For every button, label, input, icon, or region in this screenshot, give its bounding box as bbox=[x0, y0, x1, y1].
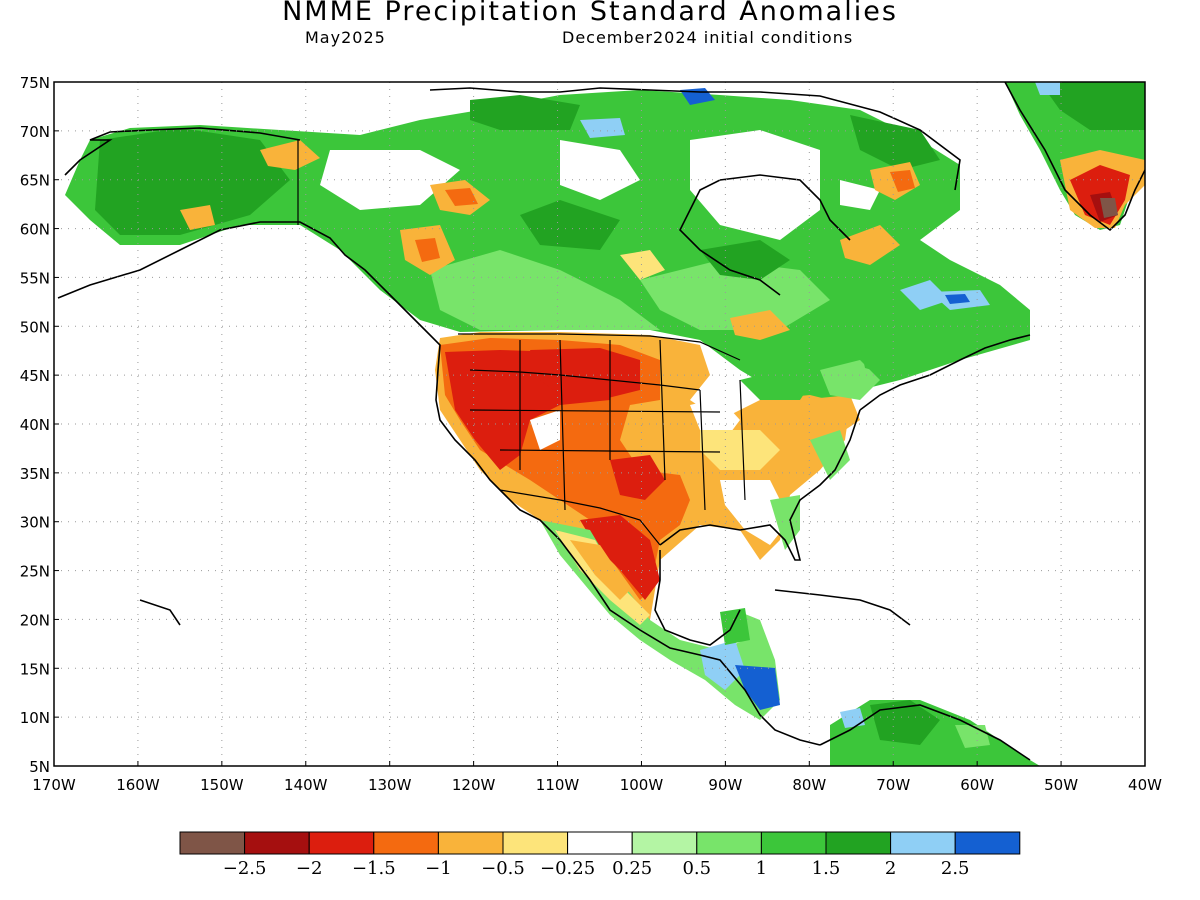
lon-label: 60W bbox=[960, 776, 994, 794]
colorbar-swatch bbox=[890, 831, 956, 855]
lon-label: 80W bbox=[792, 776, 826, 794]
lat-label: 30N bbox=[20, 514, 50, 532]
colorbar-label: 2 bbox=[885, 858, 896, 879]
anomaly-fill-central-america bbox=[540, 520, 780, 720]
colorbar-label: 0.5 bbox=[682, 858, 711, 879]
lon-label: 120W bbox=[452, 776, 496, 794]
lon-label: 160W bbox=[116, 776, 160, 794]
colorbar-label: −0.25 bbox=[540, 858, 595, 879]
colorbar-labels: −2.5 −2 −1.5 −1 −0.5 −0.25 0.25 0.5 1 1.5 2 2.5 bbox=[223, 858, 970, 879]
colorbar-swatch bbox=[631, 831, 698, 855]
lon-label: 130W bbox=[368, 776, 412, 794]
longitude-labels: 170W 160W 150W 140W 130W 120W 110W 100W 90W 80W 70… bbox=[32, 761, 1162, 794]
lon-label: 100W bbox=[620, 776, 664, 794]
lon-label: 140W bbox=[284, 776, 328, 794]
lat-label: 15N bbox=[20, 660, 50, 678]
forecast-month: May2025 bbox=[305, 28, 386, 47]
map-title: NMME Precipitation Standard Anomalies bbox=[282, 0, 898, 27]
colorbar-swatch bbox=[437, 831, 504, 855]
colorbar-swatch bbox=[244, 831, 310, 855]
lon-label: 70W bbox=[876, 776, 910, 794]
anomaly-fill-north bbox=[65, 88, 1030, 400]
colorbar-label: −1 bbox=[425, 858, 452, 879]
lon-label: 170W bbox=[32, 776, 76, 794]
lon-label: 50W bbox=[1044, 776, 1078, 794]
lon-label: 110W bbox=[536, 776, 580, 794]
colorbar-label: 1.5 bbox=[812, 858, 841, 879]
colorbar-label: −1.5 bbox=[352, 858, 396, 879]
colorbar-label: −2 bbox=[296, 858, 323, 879]
colorbar-swatch bbox=[373, 831, 439, 855]
lat-label: 55N bbox=[20, 269, 50, 287]
colorbar-label: −2.5 bbox=[223, 858, 267, 879]
colorbar-label: 1 bbox=[756, 858, 767, 879]
colorbar-swatch bbox=[760, 831, 827, 855]
colorbar-swatch bbox=[696, 831, 762, 855]
colorbar-swatch bbox=[308, 831, 375, 855]
colorbar-label: 0.25 bbox=[612, 858, 652, 879]
colorbar-swatch bbox=[825, 831, 892, 855]
lat-label: 20N bbox=[20, 611, 50, 629]
lat-label: 70N bbox=[20, 123, 50, 141]
lat-label: 10N bbox=[20, 709, 50, 727]
plot-area bbox=[54, 82, 1145, 766]
lon-label: 150W bbox=[200, 776, 244, 794]
colorbar-swatch bbox=[502, 831, 569, 855]
lat-label: 25N bbox=[20, 563, 50, 581]
coastlines bbox=[57, 82, 1145, 761]
lon-label: 40W bbox=[1128, 776, 1162, 794]
anomaly-fill-us bbox=[435, 332, 920, 620]
latitude-labels: 75N 70N 65N 60N 55N 50N 45N 40N 35N 30N 25N 20N 15N 1… bbox=[20, 74, 59, 776]
political-borders bbox=[297, 140, 746, 546]
lat-label: 75N bbox=[20, 74, 50, 92]
colorbar-label: −0.5 bbox=[481, 858, 525, 879]
colorbar-label: 2.5 bbox=[941, 858, 970, 879]
lat-label: 60N bbox=[20, 221, 50, 239]
colorbar-swatch bbox=[179, 831, 246, 855]
colorbar-swatch bbox=[567, 831, 633, 855]
lat-label: 35N bbox=[20, 465, 50, 483]
lat-label: 40N bbox=[20, 416, 50, 434]
lon-label: 90W bbox=[708, 776, 742, 794]
colorbar-swatch bbox=[954, 831, 1021, 855]
lat-label: 50N bbox=[20, 318, 50, 336]
anomaly-fill-south-america bbox=[830, 700, 1040, 766]
lat-label: 5N bbox=[29, 758, 50, 776]
lat-label: 65N bbox=[20, 172, 50, 190]
lat-label: 45N bbox=[20, 367, 50, 385]
initial-conditions: December2024 initial conditions bbox=[562, 28, 854, 47]
colorbar bbox=[179, 831, 1021, 855]
